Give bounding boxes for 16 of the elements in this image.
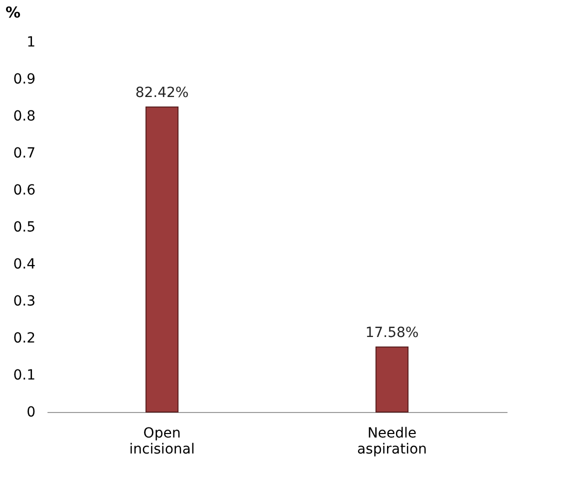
y-tick-label: 1	[26, 34, 36, 50]
x-tick-label: Open incisional	[129, 426, 195, 458]
data-label: 17.58%	[365, 324, 419, 341]
y-tick-label: 0.7	[13, 146, 36, 162]
y-tick-label: 0.1	[13, 368, 36, 384]
y-tick-label: 0	[26, 404, 36, 420]
y-tick-label: 0.8	[13, 108, 36, 124]
y-axis-title: %	[6, 4, 21, 22]
y-tick-label: 0.2	[13, 330, 36, 346]
y-tick-label: 0.4	[13, 256, 36, 272]
y-tick-label: 0.6	[13, 182, 36, 198]
x-tick-label: Needle aspiration	[357, 426, 427, 458]
y-tick-label: 0.9	[13, 72, 36, 88]
y-tick-label: 0.5	[13, 220, 36, 236]
y-tick-label: 0.3	[13, 294, 36, 310]
data-label: 82.42%	[135, 85, 189, 102]
